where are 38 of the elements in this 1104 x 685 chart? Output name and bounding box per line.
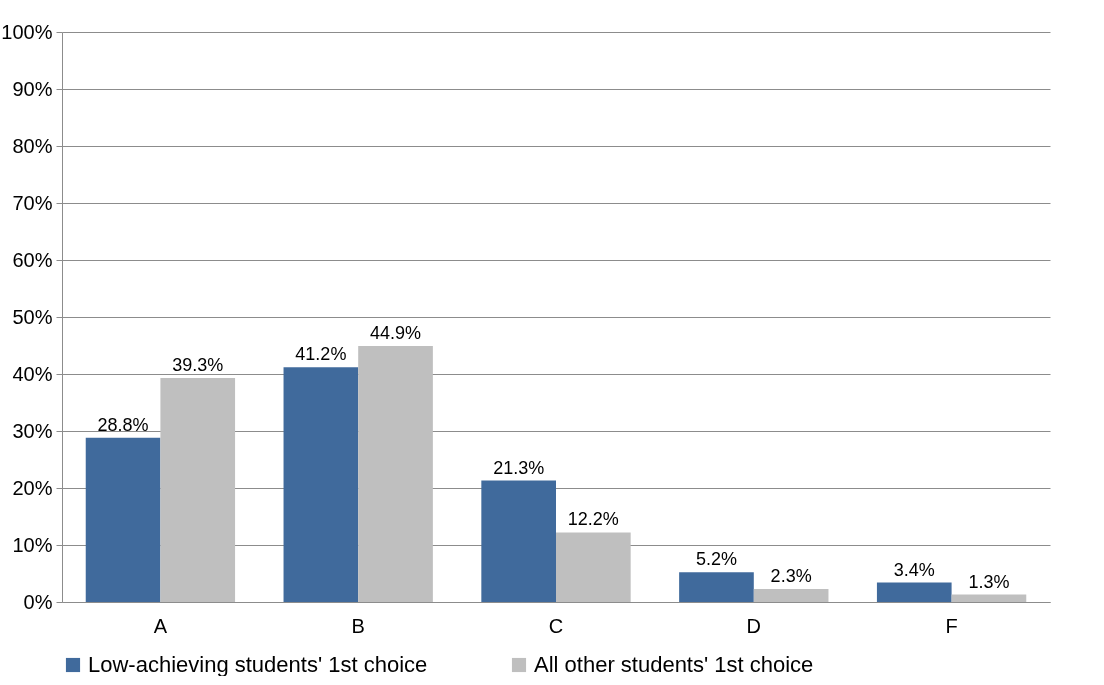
x-tick-label: C — [548, 614, 564, 637]
x-tick-label: B — [351, 614, 365, 637]
y-tick-label: 70% — [12, 191, 53, 214]
legend-label: All other students' 1st choice — [534, 652, 814, 677]
x-tick-label: A — [153, 614, 168, 637]
bar — [358, 346, 433, 602]
data-label: 28.8% — [97, 414, 149, 435]
y-tick-label: 40% — [12, 362, 53, 385]
legend-label: Low-achieving students' 1st choice — [88, 652, 428, 677]
y-tick-label: 100% — [1, 20, 53, 43]
data-label: 39.3% — [172, 354, 224, 375]
bar — [876, 582, 952, 602]
data-label: 1.3% — [968, 571, 1010, 592]
data-label: 44.9% — [370, 323, 422, 344]
x-tick-label: D — [746, 614, 762, 637]
data-label: 2.3% — [770, 565, 812, 586]
data-label: 41.2% — [295, 344, 347, 365]
bar — [85, 437, 161, 602]
bar — [951, 594, 1027, 602]
y-tick-label: 20% — [12, 476, 53, 499]
data-label: 21.3% — [493, 457, 545, 478]
y-tick-label: 30% — [12, 419, 53, 442]
data-label: 5.2% — [695, 549, 737, 570]
x-tick-label: F — [945, 614, 958, 637]
bar — [556, 532, 631, 602]
y-tick-label: 10% — [12, 533, 53, 556]
y-tick-label: 80% — [12, 134, 53, 157]
bar — [753, 588, 829, 602]
data-label: 12.2% — [567, 509, 619, 530]
bar — [283, 367, 359, 602]
y-tick-label: 60% — [12, 248, 53, 271]
bar — [679, 572, 754, 602]
bar — [160, 377, 236, 602]
y-tick-label: 90% — [12, 77, 53, 100]
bar — [481, 480, 556, 602]
y-tick-label: 0% — [23, 590, 53, 613]
data-label: 3.4% — [893, 559, 935, 580]
y-tick-label: 50% — [12, 305, 53, 328]
